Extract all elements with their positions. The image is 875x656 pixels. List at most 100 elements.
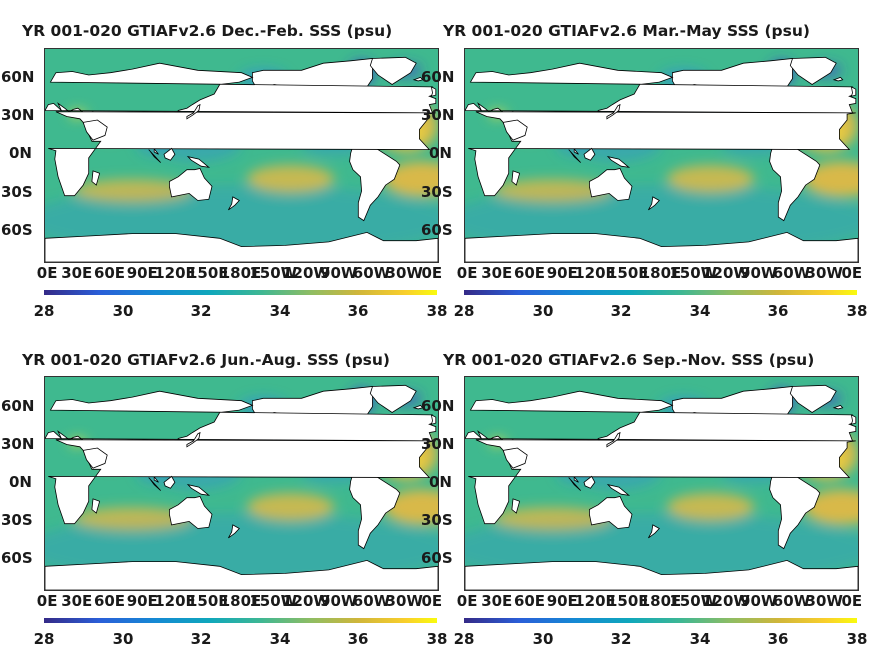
colorbar-tick: 38 xyxy=(426,302,448,320)
landmass-indonesia1 xyxy=(148,477,161,491)
colorbar-tick: 38 xyxy=(846,302,868,320)
colorbar-tick: 36 xyxy=(767,302,789,320)
landmass-greenland xyxy=(789,56,837,85)
lon-tick-label: 120W xyxy=(702,592,750,610)
sss-field-svg xyxy=(45,49,438,262)
landmass-newZealand xyxy=(228,196,240,211)
lat-tick-label: 60S xyxy=(1,221,33,239)
lon-tick-label: 150E xyxy=(186,592,229,610)
lon-tick-label: 60W xyxy=(772,264,811,282)
landmass-iceland xyxy=(832,404,844,410)
lon-tick-label: 60E xyxy=(93,264,126,282)
lat-tick-label: 30S xyxy=(1,511,33,529)
landmass-arabia xyxy=(82,447,108,469)
colorbar-tick: 38 xyxy=(846,630,868,648)
lat-tick-label: 60S xyxy=(421,549,453,567)
landmass-iceland xyxy=(412,404,424,410)
lon-tick-label: 180E xyxy=(219,592,262,610)
lon-tick-label: 0E xyxy=(456,264,478,282)
salinity-blob xyxy=(492,179,613,203)
colorbar-tick: 38 xyxy=(426,630,448,648)
colorbar-tick: 34 xyxy=(689,630,711,648)
landmass-madagascar xyxy=(91,170,101,186)
landmass-africa xyxy=(48,111,436,197)
lon-tick-label: 120W xyxy=(282,264,330,282)
lon-tick-label: 30E xyxy=(481,264,513,282)
lon-tick-label: 120E xyxy=(154,264,196,282)
colorbar-tick: 36 xyxy=(767,630,789,648)
lon-tick-label: 30E xyxy=(481,592,513,610)
lon-tick-label: 120W xyxy=(702,264,750,282)
lat-tick-label: 0N xyxy=(429,473,452,491)
salinity-blob xyxy=(72,507,193,531)
landmass-africa xyxy=(468,439,856,525)
landmass-greenland xyxy=(789,384,837,413)
lat-tick-label: 60S xyxy=(421,221,453,239)
lon-tick-label: 60E xyxy=(513,592,546,610)
panel-title: YR 001-020 GTIAFv2.6 Sep.-Nov. SSS (psu) xyxy=(443,351,815,369)
landmass-southAmerica xyxy=(769,468,821,550)
lon-tick-label: 150W xyxy=(669,264,718,282)
salinity-blob xyxy=(72,179,193,203)
landmass-indonesia1 xyxy=(568,149,581,163)
colorbar xyxy=(44,618,437,623)
landmass-africa xyxy=(468,111,856,197)
colorbar-tick: 36 xyxy=(347,630,369,648)
landmass-japan xyxy=(186,431,201,448)
lat-tick-label: 0N xyxy=(429,144,452,162)
lon-tick-label: 0E xyxy=(421,264,443,282)
lon-tick-label: 120E xyxy=(154,592,196,610)
lon-tick-label: 0E xyxy=(36,264,58,282)
salinity-blob xyxy=(666,492,755,522)
landmass-newZealand xyxy=(228,524,240,539)
colorbar xyxy=(44,290,437,295)
lon-tick-label: 0E xyxy=(841,264,863,282)
landmass-uk xyxy=(430,86,437,97)
sss-field-svg xyxy=(465,49,858,262)
landmass-newZealand xyxy=(648,196,660,211)
landmass-madagascar xyxy=(511,170,521,186)
sss-field-svg xyxy=(465,377,858,590)
landmass-greenland xyxy=(369,56,417,85)
lon-tick-label: 90W xyxy=(740,264,778,282)
colorbar-tick: 28 xyxy=(453,630,475,648)
map-area xyxy=(464,376,859,591)
landmass-australia xyxy=(589,168,633,201)
lat-tick-label: 60S xyxy=(1,549,33,567)
lat-tick-label: 60N xyxy=(1,68,35,86)
lon-tick-label: 90W xyxy=(320,264,358,282)
lon-tick-label: 120E xyxy=(574,264,616,282)
colorbar-tick: 30 xyxy=(532,302,554,320)
landmass-borneo xyxy=(163,147,176,161)
landmass-arabia xyxy=(82,119,108,141)
lon-tick-label: 90W xyxy=(320,592,358,610)
lon-tick-label: 0E xyxy=(36,592,58,610)
colorbar-tick: 34 xyxy=(269,630,291,648)
lon-tick-label: 60W xyxy=(352,264,391,282)
lat-tick-label: 30N xyxy=(421,435,455,453)
lon-tick-label: 0E xyxy=(456,592,478,610)
landmass-southAmerica xyxy=(349,468,401,550)
panel-title: YR 001-020 GTIAFv2.6 Jun.-Aug. SSS (psu) xyxy=(22,351,391,369)
landmass-indonesia1 xyxy=(148,149,161,163)
lon-tick-label: 60W xyxy=(772,592,811,610)
colorbar-tick: 32 xyxy=(190,302,212,320)
landmass-africa xyxy=(48,439,436,525)
landmass-newGuinea xyxy=(186,484,211,496)
colorbar-tick: 34 xyxy=(689,302,711,320)
lon-tick-label: 150W xyxy=(249,592,298,610)
lat-tick-label: 30N xyxy=(1,435,35,453)
landmass-borneo xyxy=(163,475,176,489)
landmass-australia xyxy=(169,496,213,529)
panel-title: YR 001-020 GTIAFv2.6 Dec.-Feb. SSS (psu) xyxy=(22,22,393,40)
colorbar-tick: 30 xyxy=(112,630,134,648)
lon-tick-label: 0E xyxy=(421,592,443,610)
lat-tick-label: 0N xyxy=(9,473,32,491)
lat-tick-label: 30S xyxy=(1,183,33,201)
lon-tick-label: 90W xyxy=(740,592,778,610)
lon-tick-label: 30W xyxy=(805,264,843,282)
colorbar-tick: 28 xyxy=(33,630,55,648)
lat-tick-label: 0N xyxy=(9,144,32,162)
landmass-antarctica xyxy=(465,559,858,590)
colorbar xyxy=(464,618,857,623)
